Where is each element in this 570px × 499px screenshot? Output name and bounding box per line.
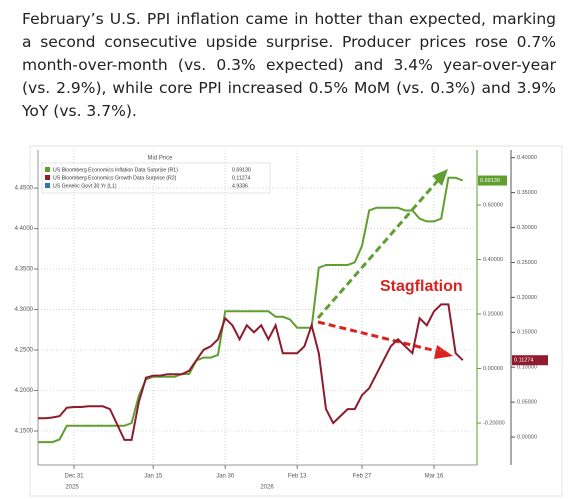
x-tick-label: Feb 27 [353,474,372,480]
legend-header: Mid Price [147,156,173,162]
series-line [38,303,464,441]
y-tick-label: 4.3000 [15,307,34,313]
y3-tick-label: 0.25000 [517,260,537,266]
y3-tick-label: 0.30000 [517,225,537,231]
last-value-label: 0.11274 [514,358,533,364]
annotation: Stagflation [380,278,463,295]
legend-label: US Generic Govt 30 Yr (L1) [53,183,117,189]
x-tick-label: Dec 31 [64,474,84,480]
legend-label: US Bloomberg Economics Inflation Data Su… [53,167,178,173]
legend-value: 4.9336 [232,183,248,189]
last-value-label: 0.69130 [480,178,500,184]
y3-tick-label: 0.20000 [517,295,537,301]
y-tick-label: 4.2500 [15,348,34,354]
y2-tick-label: -0.20000 [483,420,505,426]
x-tick-label: Mar 16 [425,474,444,480]
y-tick-label: 4.3500 [15,267,34,273]
y2-tick-label: 0.20000 [483,311,503,317]
legend-swatch [45,183,50,188]
x-tick-label: Jan 30 [216,474,235,480]
y-tick-label: 4.4000 [15,226,34,232]
y3-tick-label: 0.00000 [517,435,537,441]
legend-swatch [45,175,50,180]
green-arrowhead [432,169,448,186]
series-line [38,176,464,444]
y2-tick-label: 0.60000 [483,202,503,208]
green-arrow [316,177,442,319]
last-value-box [512,355,548,366]
x-tick-label: Feb 13 [288,474,307,480]
y-tick-label: 4.2000 [15,388,34,394]
red-arrow [317,320,441,354]
y3-tick-label: 0.15000 [517,330,537,336]
legend-value: 0.11274 [232,175,250,181]
legend-label: US Bloomberg Economics Growth Data Surpr… [53,175,177,181]
year-label: 2026 [260,485,274,491]
y3-tick-label: 0.35000 [517,190,537,196]
legend-swatch [45,167,50,172]
y3-tick-label: 0.10000 [517,365,537,371]
paragraph: February’s U.S. PPI inflation came in ho… [22,10,556,120]
y3-tick-label: 0.40000 [517,155,537,161]
legend-value: 0.69130 [232,167,251,173]
y2-tick-label: 0.00000 [483,366,503,372]
chart-frame [29,145,563,497]
year-label: 2025 [65,485,79,491]
y3-tick-label: 0.05000 [517,400,537,406]
red-arrowhead [434,345,453,359]
last-value-box [478,175,507,186]
y2-tick-label: 0.40000 [483,257,503,263]
y-tick-label: 4.1500 [15,429,34,435]
y-tick-label: 4.4500 [15,186,34,192]
x-tick-label: Jan 15 [144,474,163,480]
